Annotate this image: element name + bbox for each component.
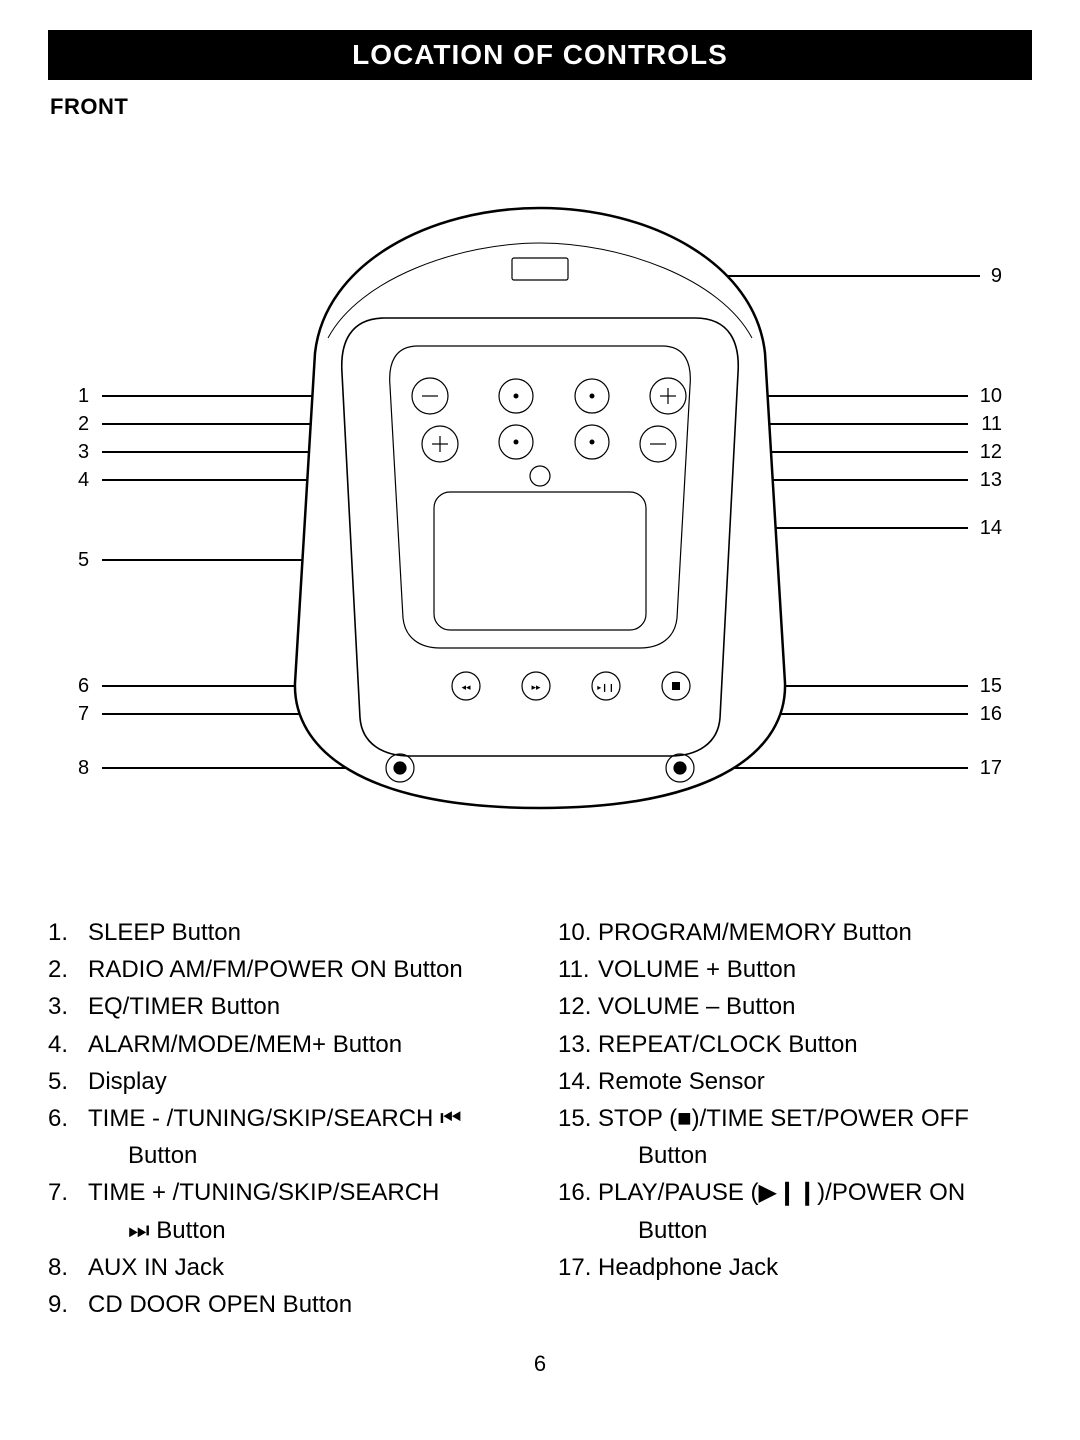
legend-text: VOLUME + Button [598,951,1032,988]
legend-columns: 1.SLEEP Button 2.RADIO AM/FM/POWER ON Bu… [48,914,1032,1323]
legend-text: PLAY/PAUSE (▶❙❙)/POWER ON [598,1174,1032,1211]
callout-10: 10 [980,386,1002,406]
legend-text: TIME + /TUNING/SKIP/SEARCH [88,1174,522,1211]
legend-num [558,1137,598,1174]
legend-num: 16. [558,1174,598,1211]
legend-num: 14. [558,1063,598,1100]
page-number: 6 [48,1351,1032,1377]
legend-num: 8. [48,1249,88,1286]
section-title: LOCATION OF CONTROLS [48,30,1032,80]
legend-text: Button [598,1212,1032,1249]
legend-text: Button [598,1137,1032,1174]
legend-text: Headphone Jack [598,1249,1032,1286]
callout-1: 1 [78,386,89,406]
callout-9: 9 [991,266,1002,286]
legend-text: AUX IN Jack [88,1249,522,1286]
svg-text:▸▸: ▸▸ [531,682,541,692]
legend-num: 4. [48,1026,88,1063]
legend-num: 9. [48,1286,88,1323]
callout-14: 14 [980,518,1002,538]
svg-text:▸❙❙: ▸❙❙ [597,683,614,692]
legend-text: Display [88,1063,522,1100]
callout-16: 16 [980,704,1002,724]
callout-2: 2 [78,414,89,434]
callout-4: 4 [78,470,89,490]
legend-num: 12. [558,988,598,1025]
legend-text: TIME - /TUNING/SKIP/SEARCH ⏮ [88,1100,522,1137]
legend-text: Remote Sensor [598,1063,1032,1100]
legend-num: 6. [48,1100,88,1137]
legend-num: 2. [48,951,88,988]
callout-12: 12 [980,442,1002,462]
callout-11: 11 [981,414,1002,434]
legend-num: 15. [558,1100,598,1137]
legend-num: 5. [48,1063,88,1100]
legend-text: STOP (■)/TIME SET/POWER OFF [598,1100,1032,1137]
callout-8: 8 [78,758,89,778]
callout-17: 17 [980,758,1002,778]
legend-num [558,1212,598,1249]
callout-3: 3 [78,442,89,462]
legend-num [48,1212,88,1249]
legend-num: 3. [48,988,88,1025]
callout-6: 6 [78,676,89,696]
legend-text: Button [88,1137,522,1174]
callout-7: 7 [78,704,89,724]
legend-num: 17. [558,1249,598,1286]
legend-text: PROGRAM/MEMORY Button [598,914,1032,951]
legend-num: 11. [558,951,598,988]
callout-5: 5 [78,550,89,570]
subheading-front: FRONT [50,94,1032,120]
legend-num: 7. [48,1174,88,1211]
legend-num: 1. [48,914,88,951]
callout-13: 13 [980,470,1002,490]
legend-text: EQ/TIMER Button [88,988,522,1025]
legend-text: REPEAT/CLOCK Button [598,1026,1032,1063]
legend-num: 10. [558,914,598,951]
legend-text: VOLUME – Button [598,988,1032,1025]
device-outline-svg: ◂◂ ▸▸ ▸❙❙ [220,128,860,848]
callout-15: 15 [980,676,1002,696]
legend-text: ⏭ Button [88,1212,522,1249]
legend-text: RADIO AM/FM/POWER ON Button [88,951,522,988]
svg-text:◂◂: ◂◂ [461,682,471,692]
legend-text: ALARM/MODE/MEM+ Button [88,1026,522,1063]
legend-col-right: 10.PROGRAM/MEMORY Button 11.VOLUME + But… [558,914,1032,1323]
legend-text: CD DOOR OPEN Button [88,1286,522,1323]
legend-text: SLEEP Button [88,914,522,951]
legend-col-left: 1.SLEEP Button 2.RADIO AM/FM/POWER ON Bu… [48,914,522,1323]
controls-diagram: 1 2 3 4 5 6 7 8 9 10 11 12 13 14 15 16 1… [48,128,1032,908]
legend-num: 13. [558,1026,598,1063]
legend-num [48,1137,88,1174]
